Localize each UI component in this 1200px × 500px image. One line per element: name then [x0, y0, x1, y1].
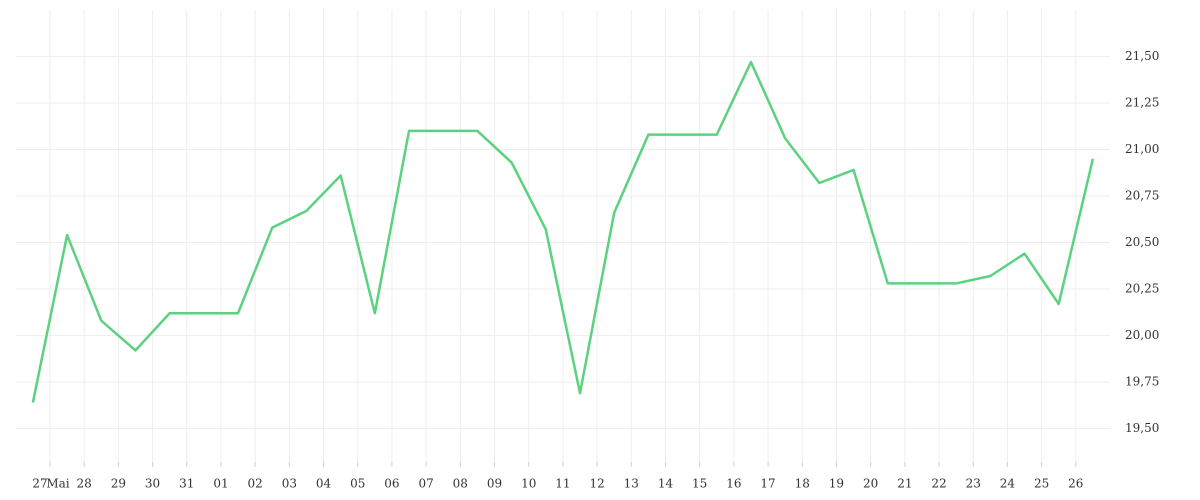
- x-tick-label: 19: [829, 477, 844, 491]
- x-tick-label: 06: [384, 477, 399, 491]
- x-tick-label: 15: [692, 477, 707, 491]
- x-tick-label: 17: [760, 477, 775, 491]
- x-tick-label: 03: [282, 477, 297, 491]
- x-tick-label: 20: [863, 477, 878, 491]
- x-tick-label: 31: [179, 477, 194, 491]
- x-tick-label: 10: [521, 477, 536, 491]
- x-tick-label: 04: [316, 477, 332, 491]
- y-tick-label: 20,50: [1125, 235, 1159, 249]
- x-tick-label: 26: [1068, 477, 1083, 491]
- y-tick-label: 21,25: [1125, 96, 1159, 110]
- y-tick-label: 19,50: [1125, 421, 1159, 435]
- x-tick-label: 12: [589, 477, 604, 491]
- x-tick-label: 14: [658, 477, 674, 491]
- y-tick-label: 20,25: [1125, 282, 1159, 296]
- y-tick-label: 19,75: [1125, 375, 1159, 389]
- y-tick-label: 20,75: [1125, 189, 1159, 203]
- x-tick-label: 09: [487, 477, 502, 491]
- x-tick-label: 18: [795, 477, 810, 491]
- x-tick-label: 16: [726, 477, 741, 491]
- month-label: Mai: [46, 477, 69, 491]
- x-tick-label: 24: [1000, 477, 1016, 491]
- x-tick-label: 30: [145, 477, 160, 491]
- x-tick-label: 01: [213, 477, 228, 491]
- y-tick-label: 21,00: [1125, 142, 1159, 156]
- x-tick-label: 11: [555, 477, 570, 491]
- x-tick-label: 27: [32, 477, 47, 491]
- line: [31, 60, 1095, 403]
- y-tick-label: 21,50: [1125, 49, 1159, 63]
- x-tick-label: 28: [77, 477, 92, 491]
- x-tick-label: 02: [248, 477, 263, 491]
- x-tick-label: 23: [966, 477, 981, 491]
- x-tick-label: 13: [624, 477, 639, 491]
- x-tick-label: 08: [453, 477, 468, 491]
- x-tick-label: 21: [897, 477, 912, 491]
- x-tick-label: 25: [1034, 477, 1049, 491]
- x-tick-label: 22: [931, 477, 946, 491]
- x-tick-label: 07: [418, 477, 433, 491]
- x-tick-label: 29: [111, 477, 126, 491]
- y-tick-label: 20,00: [1125, 328, 1159, 342]
- x-tick-label: 05: [350, 477, 365, 491]
